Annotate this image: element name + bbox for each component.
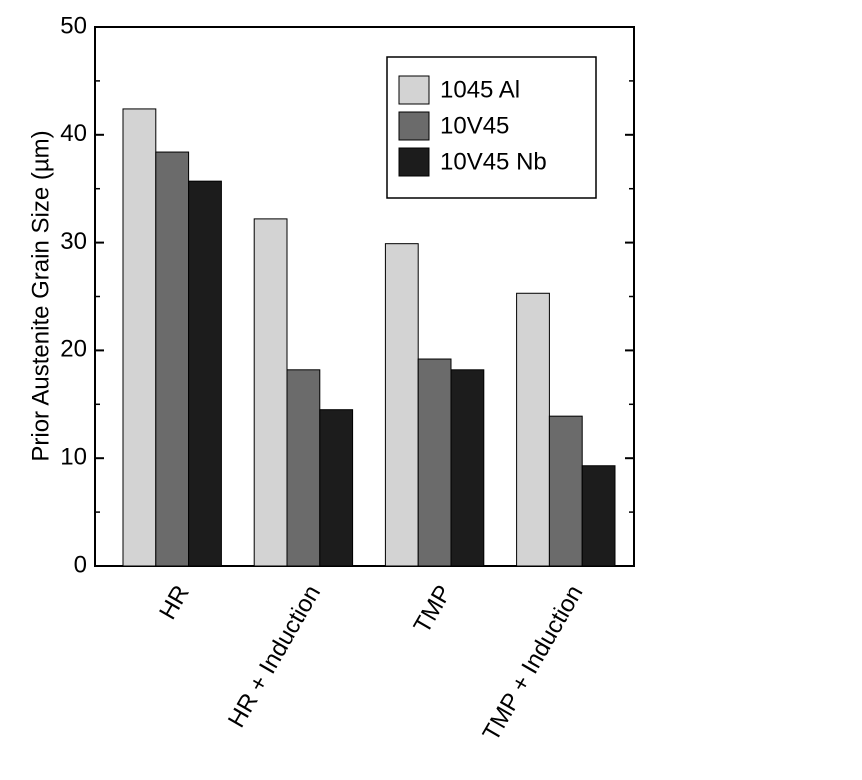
bar-10v45-nb-1 xyxy=(319,409,354,567)
x-axis-labels: HR HR + Induction TMP TMP + Induction xyxy=(154,581,588,746)
bar-10v45-nb-3 xyxy=(581,465,616,567)
bar-10v45-1 xyxy=(286,369,321,567)
y-tick-label: 10 xyxy=(60,444,87,471)
bar-1045-al-1 xyxy=(253,218,288,567)
legend-swatch xyxy=(398,147,430,177)
bar-10v45-0 xyxy=(155,151,190,567)
bar-10v45-2 xyxy=(417,358,452,567)
x-category-label: TMP xyxy=(409,581,458,638)
legend: 1045 Al 10V45 10V45 Nb xyxy=(386,56,597,199)
y-axis-title: Prior Austenite Grain Size (µm) xyxy=(27,130,54,461)
bars-group xyxy=(122,108,616,567)
x-category-label: TMP + Induction xyxy=(478,581,589,746)
x-category-label: HR xyxy=(154,581,195,625)
legend-label: 10V45 Nb xyxy=(440,148,547,175)
legend-swatch xyxy=(398,75,430,105)
legend-label: 1045 Al xyxy=(440,76,520,103)
y-tick-label: 40 xyxy=(60,120,87,147)
y-tick-label: 50 xyxy=(60,12,87,39)
legend-label: 10V45 xyxy=(440,112,509,139)
legend-swatch xyxy=(398,111,430,141)
bar-1045-al-0 xyxy=(122,108,157,567)
bar-1045-al-2 xyxy=(384,243,419,567)
bar-10v45-nb-0 xyxy=(188,180,222,567)
y-axis-ticks: 0 10 20 30 40 50 xyxy=(60,12,634,578)
y-tick-label: 0 xyxy=(74,551,87,578)
y-tick-label: 30 xyxy=(60,228,87,255)
bar-10v45-nb-2 xyxy=(450,369,485,567)
y-tick-label: 20 xyxy=(60,336,87,363)
bar-1045-al-3 xyxy=(516,292,550,567)
x-category-label: HR + Induction xyxy=(223,581,326,733)
bar-10v45-3 xyxy=(548,415,583,567)
